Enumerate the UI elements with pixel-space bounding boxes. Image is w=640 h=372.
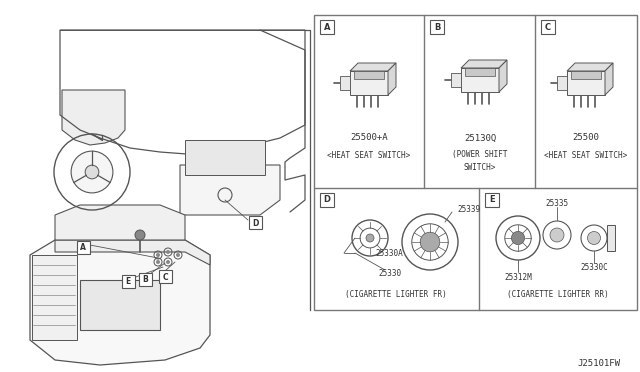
Circle shape	[71, 151, 113, 193]
Circle shape	[420, 232, 440, 252]
Circle shape	[135, 230, 145, 240]
Polygon shape	[55, 240, 210, 265]
Circle shape	[588, 231, 600, 244]
Text: 25330C: 25330C	[580, 263, 608, 273]
Bar	[354, 71, 384, 79]
Bar	[80, 280, 160, 330]
Text: (CIGARETTE LIGHTER RR): (CIGARETTE LIGHTER RR)	[507, 291, 609, 299]
Text: A: A	[324, 22, 330, 32]
Bar	[159, 270, 172, 283]
Text: 25330A: 25330A	[375, 248, 403, 257]
Bar	[139, 273, 152, 286]
Text: 25500: 25500	[573, 134, 600, 142]
Bar	[340, 76, 350, 90]
Circle shape	[156, 260, 160, 264]
Polygon shape	[55, 205, 185, 240]
Text: 25335: 25335	[545, 199, 568, 208]
Bar	[485, 193, 499, 207]
Text: 25130Q: 25130Q	[464, 134, 496, 142]
Bar	[350, 71, 388, 95]
Bar	[465, 68, 495, 76]
Polygon shape	[461, 60, 507, 68]
Bar	[557, 76, 567, 90]
Bar	[122, 275, 135, 288]
Polygon shape	[499, 60, 507, 92]
Text: B: B	[434, 22, 440, 32]
Polygon shape	[30, 240, 210, 365]
Bar	[567, 71, 605, 95]
Text: 25500+A: 25500+A	[350, 134, 388, 142]
Bar	[607, 225, 615, 251]
Bar	[461, 68, 499, 92]
Circle shape	[156, 253, 160, 257]
Text: 25312M: 25312M	[504, 273, 532, 282]
Text: 25339: 25339	[457, 205, 480, 215]
Text: (CIGARETTE LIGHTER FR): (CIGARETTE LIGHTER FR)	[345, 291, 447, 299]
Circle shape	[511, 231, 525, 245]
Bar	[314, 15, 637, 310]
Text: C: C	[162, 273, 168, 282]
Text: A: A	[80, 244, 86, 253]
Text: 25330: 25330	[378, 269, 401, 278]
Polygon shape	[180, 165, 280, 215]
Bar	[32, 255, 77, 340]
Text: B: B	[142, 276, 148, 285]
Circle shape	[166, 250, 170, 254]
Bar	[320, 20, 334, 34]
Circle shape	[176, 253, 180, 257]
Text: SWITCH>: SWITCH>	[464, 163, 496, 171]
Bar	[451, 73, 461, 87]
Polygon shape	[605, 63, 613, 95]
Text: <HEAT SEAT SWITCH>: <HEAT SEAT SWITCH>	[328, 151, 411, 160]
Polygon shape	[388, 63, 396, 95]
Bar	[430, 20, 444, 34]
Bar	[320, 193, 334, 207]
Text: D: D	[323, 196, 330, 205]
Circle shape	[366, 234, 374, 242]
Bar	[571, 71, 601, 79]
Polygon shape	[567, 63, 613, 71]
Text: J25101FW: J25101FW	[577, 359, 620, 368]
Bar	[77, 241, 90, 254]
Bar	[249, 216, 262, 229]
Circle shape	[85, 165, 99, 179]
Polygon shape	[62, 90, 125, 145]
Text: C: C	[545, 22, 551, 32]
Text: D: D	[252, 218, 258, 228]
Polygon shape	[350, 63, 396, 71]
Circle shape	[166, 260, 170, 264]
Text: E: E	[489, 196, 495, 205]
Text: <HEAT SEAT SWITCH>: <HEAT SEAT SWITCH>	[545, 151, 628, 160]
Text: (POWER SHIFT: (POWER SHIFT	[452, 151, 508, 160]
Bar	[541, 20, 555, 34]
Bar	[185, 140, 265, 175]
Circle shape	[550, 228, 564, 242]
Text: E: E	[125, 278, 131, 286]
